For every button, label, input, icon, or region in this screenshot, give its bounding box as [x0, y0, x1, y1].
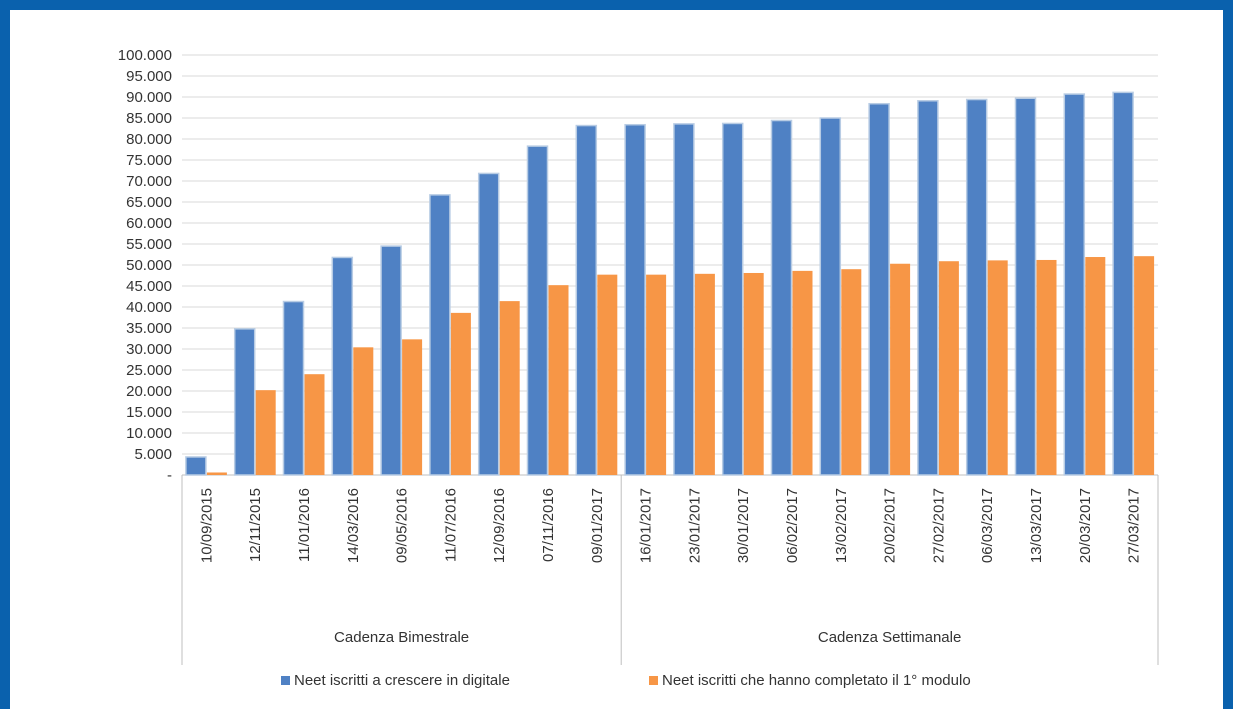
x-tick-label: 09/01/2017 [589, 488, 606, 563]
legend-label: Neet iscritti che hanno completato il 1°… [662, 672, 971, 689]
bar-chart: - 5.000 10.000 15.000 20.000 25.000 30.000 35.0… [118, 47, 1159, 689]
bar-iscritti [331, 256, 354, 476]
bar-completato-modulo [792, 270, 813, 475]
y-tick-label: 35.000 [126, 320, 172, 337]
bar-completato-modulo [987, 260, 1008, 475]
y-tick-label: 65.000 [126, 194, 172, 211]
x-tick-label: 30/01/2017 [735, 488, 752, 563]
bar-completato-modulo [450, 312, 471, 475]
bar-completato-modulo [499, 301, 520, 475]
x-tick-label: 11/07/2016 [442, 488, 459, 562]
x-tick-label: 06/02/2017 [784, 488, 801, 563]
x-tick-label: 07/11/2016 [540, 488, 557, 562]
y-tick-label: 80.000 [126, 131, 172, 148]
legend: Neet iscritti a crescere in digitale Neet… [281, 672, 971, 689]
bar-completato-modulo [646, 274, 667, 475]
y-tick-label: 15.000 [126, 404, 172, 421]
bar-iscritti [1063, 93, 1086, 476]
bar-completato-modulo [548, 285, 569, 475]
bar-iscritti [673, 123, 695, 476]
x-tick-label: 20/03/2017 [1077, 488, 1094, 563]
y-tick-label: 30.000 [126, 341, 172, 358]
y-tick-label: 50.000 [126, 257, 172, 274]
bar-completato-modulo [1085, 257, 1106, 475]
x-tick-label: 27/03/2017 [1126, 488, 1143, 563]
y-axis-ticks: - 5.000 10.000 15.000 20.000 25.000 30.000 35.0… [118, 47, 172, 484]
bar-completato-modulo [694, 273, 715, 475]
y-tick-label: 40.000 [126, 299, 172, 316]
bar-iscritti [1014, 97, 1037, 476]
bar-completato-modulo [938, 261, 959, 475]
bar-iscritti [819, 117, 842, 476]
bar-iscritti [917, 100, 939, 476]
bar-completato-modulo [353, 347, 374, 475]
bar-completato-modulo [1134, 256, 1155, 475]
bar-iscritti [770, 119, 793, 476]
bar-iscritti [1112, 91, 1134, 476]
bar-iscritti [965, 98, 988, 476]
bar-iscritti [185, 456, 207, 476]
y-tick-label: 45.000 [126, 278, 172, 295]
bar-completato-modulo [890, 263, 911, 475]
x-axis-ticks: 10/09/2015 12/11/2015 11/01/2016 14/03/2016… [198, 488, 1142, 563]
y-tick-label: 90.000 [126, 89, 172, 106]
x-tick-label: 06/03/2017 [979, 488, 996, 563]
x-tick-label: 10/09/2015 [198, 488, 215, 563]
x-tick-label: 14/03/2016 [345, 488, 362, 563]
y-tick-label: 85.000 [126, 110, 172, 127]
y-tick-label: 95.000 [126, 68, 172, 85]
y-tick-label: 25.000 [126, 362, 172, 379]
y-tick-label: 10.000 [126, 425, 172, 442]
bar-completato-modulo [841, 269, 862, 475]
bar-completato-modulo [597, 274, 618, 475]
bar-iscritti [477, 172, 500, 476]
chart-frame: - 5.000 10.000 15.000 20.000 25.000 30.000 35.0… [10, 10, 1223, 709]
x-tick-label: 09/05/2016 [394, 488, 411, 563]
x-tick-label: 11/01/2016 [296, 488, 313, 562]
legend-swatch [281, 676, 290, 685]
grid-layer [182, 54, 1158, 476]
legend-label: Neet iscritti a crescere in digitale [294, 672, 510, 689]
x-tick-label: 23/01/2017 [686, 488, 703, 563]
bar-completato-modulo [206, 472, 227, 475]
x-tick-label: 20/02/2017 [882, 488, 899, 563]
bar-completato-modulo [402, 339, 423, 475]
x-tick-label: 13/03/2017 [1028, 488, 1045, 563]
bar-iscritti [429, 194, 451, 476]
y-tick-label: 55.000 [126, 236, 172, 253]
x-tick-label: 27/02/2017 [930, 488, 947, 563]
y-tick-label: 5.000 [134, 446, 172, 463]
bar-iscritti [721, 122, 744, 476]
bar-iscritti [526, 145, 549, 476]
bar-iscritti [575, 124, 598, 476]
bar-iscritti [282, 300, 305, 476]
legend-swatch [649, 676, 658, 685]
y-tick-label: - [167, 467, 172, 484]
x-tick-label: 12/09/2016 [491, 488, 508, 563]
bar-iscritti [380, 245, 402, 476]
bar-iscritti [233, 328, 256, 476]
y-tick-label: 70.000 [126, 173, 172, 190]
bar-completato-modulo [255, 390, 276, 475]
group-label: Cadenza Settimanale [818, 629, 961, 646]
y-tick-label: 60.000 [126, 215, 172, 232]
y-tick-label: 20.000 [126, 383, 172, 400]
bar-iscritti [624, 123, 646, 476]
x-tick-label: 13/02/2017 [833, 488, 850, 563]
bars-layer [185, 91, 1155, 476]
bar-completato-modulo [1036, 259, 1057, 475]
x-tick-label: 16/01/2017 [638, 488, 655, 563]
bar-iscritti [868, 102, 890, 476]
bar-completato-modulo [743, 272, 764, 475]
x-tick-label: 12/11/2015 [247, 488, 264, 562]
y-tick-label: 100.000 [118, 47, 172, 64]
category-groups: Cadenza Bimestrale Cadenza Settimanale [181, 475, 1159, 665]
group-label: Cadenza Bimestrale [334, 629, 469, 646]
bar-completato-modulo [304, 374, 325, 475]
y-tick-label: 75.000 [126, 152, 172, 169]
